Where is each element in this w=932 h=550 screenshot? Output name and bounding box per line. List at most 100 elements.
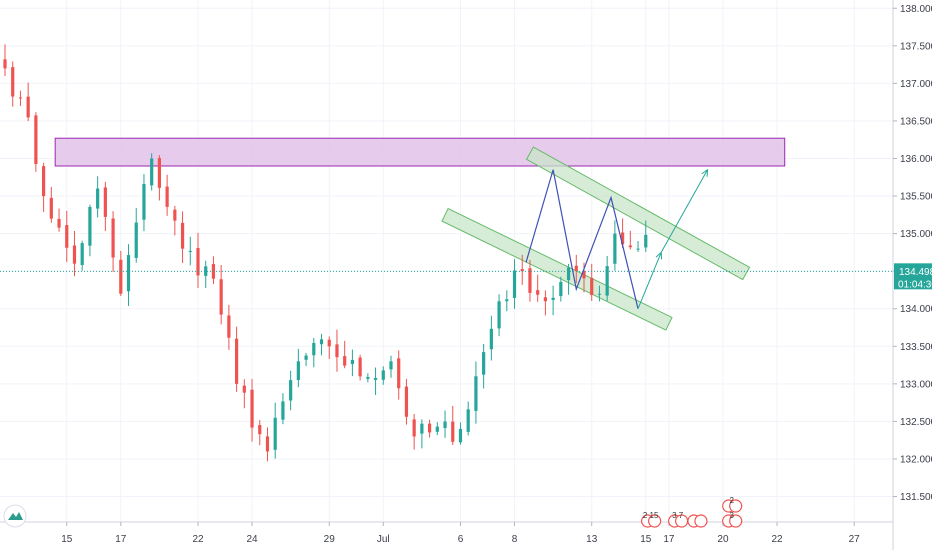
candle-body <box>474 376 478 411</box>
time-tick-label: 15 <box>61 534 73 545</box>
price-tick-label: 133.000 <box>900 379 932 390</box>
candle-body <box>551 297 555 300</box>
candle-body <box>150 158 154 186</box>
candle-body <box>536 290 540 295</box>
candle-body <box>389 361 393 370</box>
candle-body <box>242 385 246 393</box>
candle-body <box>404 386 409 417</box>
price-tick-label: 134.000 <box>900 304 932 315</box>
candle-body <box>165 186 169 207</box>
candle-body <box>119 259 123 294</box>
candle-body <box>11 67 15 97</box>
event-count-label: 3 7 <box>672 511 684 520</box>
candle-body <box>289 380 293 401</box>
candle-body <box>528 268 532 293</box>
candle-body <box>520 269 524 272</box>
candle-body <box>574 265 578 272</box>
price-tick-label: 132.000 <box>900 454 932 465</box>
projection-arrow-line <box>637 252 662 309</box>
price-tick-label: 133.500 <box>900 342 932 353</box>
descending-channel-layer <box>441 146 751 331</box>
time-tick-label: 22 <box>771 534 783 545</box>
candle-body <box>258 425 262 435</box>
candle-body <box>134 222 138 258</box>
candle-body <box>196 247 200 276</box>
candle-body <box>88 206 92 246</box>
candle-body <box>358 357 362 377</box>
projection-arrow-head <box>701 168 709 177</box>
candle-body <box>250 389 254 428</box>
candle-body <box>582 270 586 279</box>
event-count-label: 3 <box>729 511 734 520</box>
grid-lines <box>0 0 893 522</box>
economic-events-layer[interactable]: 2 15 3 7 2 3 <box>641 496 743 528</box>
candle-body <box>466 409 470 432</box>
time-axis[interactable]: 15 17 22 24 29 Jul 6 8 13 15 17 20 22 27 <box>0 521 893 545</box>
candle-body <box>296 361 300 381</box>
price-tick-label: 138.000 <box>900 4 932 15</box>
candle-body <box>489 328 493 350</box>
current-price-tag: 134.498 01:04:30 <box>894 263 932 290</box>
candle-body <box>350 359 354 365</box>
candle-body <box>428 423 432 433</box>
candle-body <box>312 342 316 356</box>
price-tag-background <box>894 263 932 290</box>
channel-upper-band <box>525 146 751 281</box>
event-flag-icon <box>648 514 662 528</box>
candle-body <box>265 436 270 452</box>
candle-body <box>72 245 77 264</box>
candle-body <box>381 370 385 380</box>
price-tag-value: 134.498 <box>899 267 932 278</box>
event-flag-icon <box>729 514 743 528</box>
candle-body <box>227 315 231 338</box>
event-count-label: 2 <box>729 496 734 505</box>
candle-body <box>80 243 84 266</box>
candle-body <box>512 270 517 298</box>
logo-mountain <box>8 512 23 520</box>
bar-countdown: 01:04:30 <box>898 279 932 290</box>
zigzag-pattern-layer <box>525 169 639 309</box>
candle-body <box>373 377 378 380</box>
candle-body <box>420 423 424 434</box>
candle-body <box>412 419 416 437</box>
price-tick-label: 132.500 <box>900 417 932 428</box>
candle-body <box>180 222 185 249</box>
candle-body <box>366 376 370 379</box>
candle-body <box>566 267 571 281</box>
candle-body <box>34 115 38 165</box>
event-marker <box>687 514 708 528</box>
projection-arrow-layer <box>637 168 709 309</box>
candle-body <box>126 255 131 292</box>
candle-body <box>435 426 439 432</box>
candle-body <box>281 401 285 420</box>
resistance-zone-layer <box>54 137 786 167</box>
event-marker: 3 <box>722 511 743 528</box>
time-tick-label: 20 <box>717 534 729 545</box>
candle-body <box>26 96 30 118</box>
candle-body <box>505 299 509 302</box>
candle-body <box>605 266 609 296</box>
price-tick-label: 131.500 <box>900 492 932 503</box>
candle-body <box>559 281 563 297</box>
candle-body <box>49 197 53 219</box>
candle-body <box>3 59 7 69</box>
candle-body <box>590 277 594 295</box>
candle-body <box>319 339 324 345</box>
time-tick-label: 27 <box>849 534 861 545</box>
candlestick-series <box>3 44 648 462</box>
zigzag-pattern-line <box>525 169 639 309</box>
price-tick-label: 135.000 <box>900 229 932 240</box>
candle-body <box>65 225 69 248</box>
projection-arrow-line <box>660 169 708 253</box>
time-tick-label: 22 <box>192 534 204 545</box>
candle-body <box>188 250 192 252</box>
candle-body <box>451 421 455 442</box>
candle-body <box>18 97 23 99</box>
time-tick-label: 24 <box>246 534 258 545</box>
tradingview-logo-icon[interactable] <box>3 504 27 528</box>
event-count-label: 2 15 <box>643 511 659 520</box>
candle-body <box>628 245 632 248</box>
time-tick-label: 29 <box>324 534 336 545</box>
